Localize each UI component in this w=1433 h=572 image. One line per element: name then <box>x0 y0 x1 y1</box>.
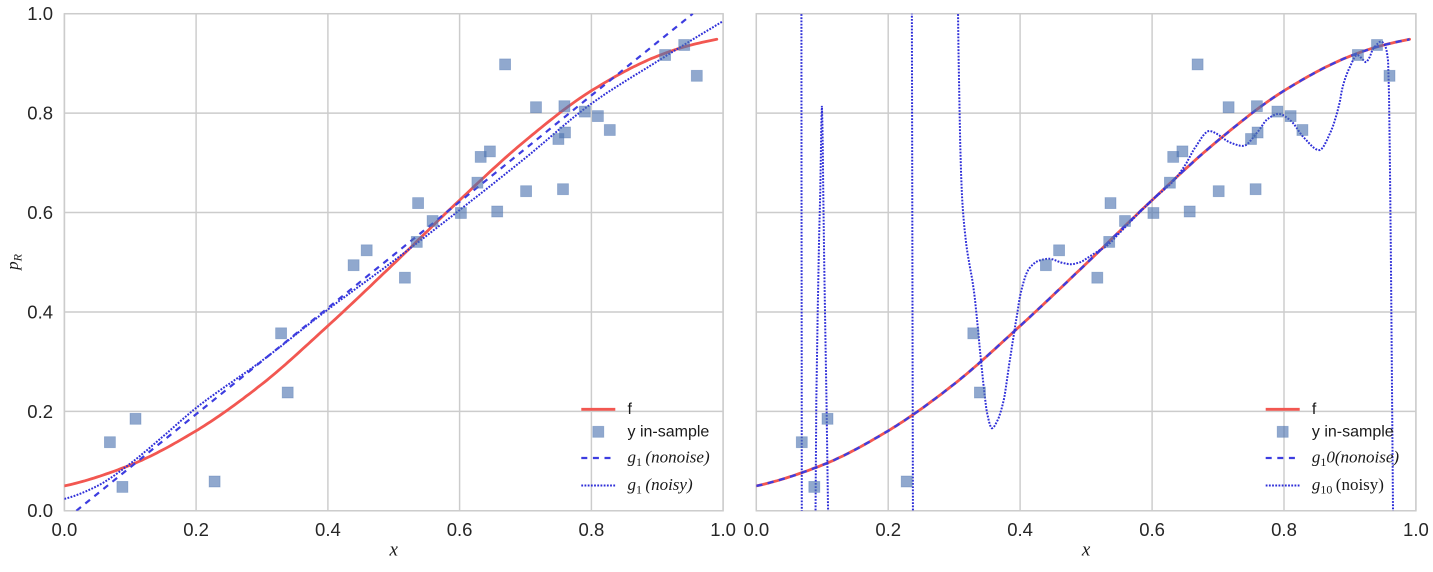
svg-text:0.0: 0.0 <box>743 519 769 540</box>
svg-text:1.0: 1.0 <box>710 519 736 540</box>
svg-text:f: f <box>628 401 633 418</box>
svg-text:0.2: 0.2 <box>183 519 209 540</box>
svg-text:0.2: 0.2 <box>875 519 901 540</box>
svg-text:pR: pR <box>3 253 25 271</box>
svg-text:x: x <box>1081 540 1091 561</box>
svg-text:g1 (nonoise): g1 (nonoise) <box>628 448 710 470</box>
svg-text:0.0: 0.0 <box>52 519 78 540</box>
svg-text:f: f <box>1312 401 1317 418</box>
svg-text:0.8: 0.8 <box>27 103 53 124</box>
svg-text:1.0: 1.0 <box>27 3 53 24</box>
svg-text:0.4: 0.4 <box>1007 519 1033 540</box>
svg-text:1.0: 1.0 <box>1403 519 1429 540</box>
svg-text:0.4: 0.4 <box>27 301 53 322</box>
svg-text:0.6: 0.6 <box>447 519 473 540</box>
svg-text:0.6: 0.6 <box>27 202 53 223</box>
svg-text:0.8: 0.8 <box>579 519 605 540</box>
svg-text:g10(nonoise): g10(nonoise) <box>1312 448 1400 470</box>
svg-text:0.0: 0.0 <box>27 500 53 521</box>
svg-text:g10 (noisy): g10 (noisy) <box>1312 475 1384 497</box>
svg-text:g1 (noisy): g1 (noisy) <box>628 475 693 497</box>
svg-text:y in-sample: y in-sample <box>628 423 710 440</box>
svg-text:0.8: 0.8 <box>1271 519 1297 540</box>
svg-text:x: x <box>388 540 398 561</box>
svg-text:0.2: 0.2 <box>27 401 53 422</box>
svg-text:0.4: 0.4 <box>315 519 341 540</box>
svg-text:0.6: 0.6 <box>1139 519 1165 540</box>
svg-text:y in-sample: y in-sample <box>1312 423 1394 440</box>
